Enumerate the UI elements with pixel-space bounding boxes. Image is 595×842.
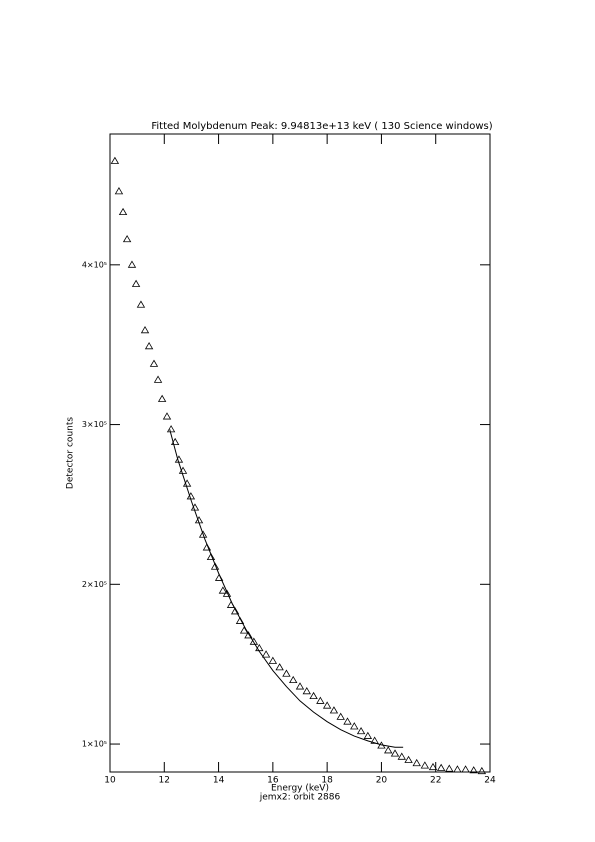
data-point: [420, 761, 430, 769]
data-point: [309, 691, 318, 700]
data-point: [127, 260, 137, 268]
data-point: [469, 766, 478, 774]
data-point: [404, 755, 413, 763]
fit-line: [169, 429, 404, 748]
plot-frame: [109, 133, 491, 773]
data-point: [110, 156, 120, 164]
data-point: [222, 589, 232, 597]
x-tick-label: 22: [430, 776, 441, 786]
data-point: [343, 717, 352, 725]
x-tick-label: 14: [213, 776, 225, 786]
x-tick-label: 12: [159, 776, 170, 786]
data-point: [249, 637, 259, 645]
data-point: [140, 326, 150, 334]
data-point: [350, 722, 359, 730]
data-point: [477, 766, 487, 775]
data-point: [118, 207, 128, 216]
data-point: [384, 746, 393, 754]
y-tick-label: 2×10⁵: [82, 580, 107, 589]
data-point: [162, 412, 172, 420]
x-tick-label: 20: [376, 776, 388, 786]
subtitle: jemx2: orbit 2886: [259, 793, 341, 803]
y-tick-label: 3×10⁵: [82, 420, 107, 429]
y-axis-label: Detector counts: [66, 417, 76, 489]
data-point: [122, 234, 132, 243]
data-point: [136, 300, 146, 308]
data-point: [289, 675, 298, 684]
data-point: [202, 543, 212, 551]
data-point: [356, 726, 366, 735]
data-point: [153, 375, 163, 383]
data-point: [261, 650, 271, 658]
data-point: [453, 765, 462, 773]
data-point: [131, 279, 141, 287]
data-point: [428, 762, 438, 771]
data-point: [230, 607, 240, 615]
data-point: [244, 631, 253, 639]
data-point: [316, 696, 325, 704]
data-point: [174, 455, 184, 463]
data-point: [397, 752, 406, 760]
data-point: [166, 425, 176, 433]
x-tick-label: 18: [321, 776, 333, 786]
data-point: [275, 663, 284, 671]
x-tick-label: 10: [104, 776, 116, 786]
data-point: [302, 687, 311, 695]
data-point: [445, 764, 454, 772]
data-point: [390, 749, 400, 757]
data-point: [268, 656, 278, 664]
data-point: [412, 758, 421, 767]
data-point: [157, 394, 167, 402]
x-tick-label: 16: [267, 776, 279, 786]
data-point: [198, 530, 208, 538]
x-axis-label: Energy (keV): [271, 784, 329, 794]
chart-title: Fitted Molybdenum Peak: 9.94813e+13 keV …: [151, 121, 492, 132]
x-tick-label: 24: [484, 776, 496, 786]
data-point: [210, 562, 220, 570]
data-point: [336, 712, 345, 720]
data-point: [436, 763, 446, 771]
data-point: [218, 586, 228, 594]
data-point: [461, 765, 470, 773]
data-point: [149, 359, 159, 367]
data-point: [282, 669, 291, 677]
y-tick-label: 4×10⁵: [82, 260, 107, 269]
data-point: [322, 701, 332, 709]
y-tick-label: 1×10⁵: [82, 740, 107, 749]
data-point: [114, 187, 124, 195]
data-point: [144, 342, 154, 350]
data-point: [295, 682, 305, 690]
data-point: [329, 706, 339, 714]
data-point: [363, 731, 373, 739]
data-point: [206, 552, 216, 561]
